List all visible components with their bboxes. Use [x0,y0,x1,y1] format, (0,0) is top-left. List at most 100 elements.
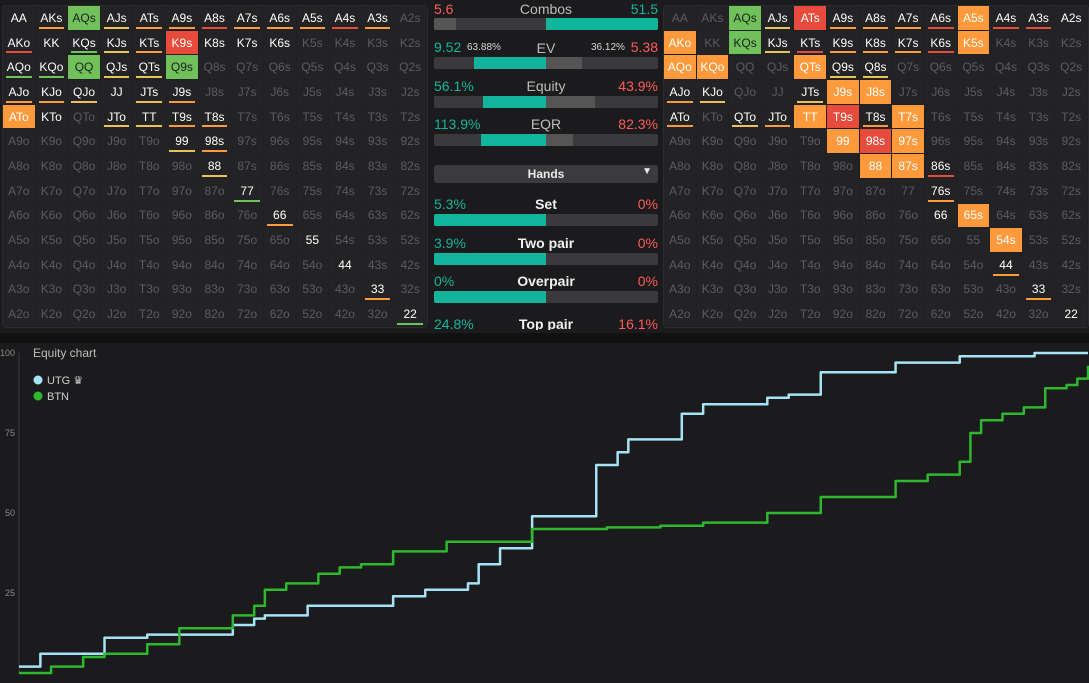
hand-cell[interactable]: 92o [827,302,860,327]
hand-cell[interactable]: 72o [231,302,264,327]
hand-cell[interactable]: 72o [892,302,925,327]
hand-cell[interactable]: J8s [198,80,232,105]
hand-cell[interactable]: A8o [664,154,697,179]
hand-cell[interactable]: Q3s [1022,55,1056,81]
hand-cell[interactable]: T2s [394,104,427,130]
hand-cell[interactable]: 74o [231,252,264,278]
hand-cell[interactable]: KJo [696,80,730,105]
hand-cell[interactable]: 98s [198,129,232,155]
hand-cell[interactable]: 53o [957,277,991,303]
hand-cell[interactable]: 82s [1055,154,1088,179]
hand-cell[interactable]: AKs [696,6,730,31]
hand-cell[interactable]: Q8s [859,55,893,81]
hand-cell[interactable]: Q3o [729,277,762,303]
hand-cell[interactable]: 72s [394,178,427,204]
hand-cell[interactable]: T5o [133,228,167,253]
hand-cell[interactable]: 73o [892,277,925,303]
hand-cell[interactable]: 53o [296,277,330,303]
hand-cell[interactable]: KK [696,30,730,56]
hand-cell[interactable]: 64o [263,252,297,278]
hand-cell[interactable]: 73o [231,277,264,303]
hand-cell[interactable]: TT [794,104,828,130]
hand-cell[interactable]: ATs [794,6,828,31]
hand-cell[interactable]: 44 [990,252,1023,278]
hand-cell[interactable]: QJo [729,80,762,105]
hand-cell[interactable]: JTs [133,80,167,105]
hand-cell[interactable]: 63o [263,277,297,303]
hand-cell[interactable]: A8s [859,6,893,31]
hand-cell[interactable]: Q5o [68,228,101,253]
hand-cell[interactable]: T3o [794,277,828,303]
hand-cell[interactable]: A4o [3,252,36,278]
hand-cell[interactable]: 98o [827,154,860,179]
hand-cell[interactable]: AJs [100,6,134,31]
hand-cell[interactable]: 99 [827,129,860,155]
hand-cell[interactable]: 44 [329,252,362,278]
hand-cell[interactable]: 76s [924,178,958,204]
hand-cell[interactable]: A3s [361,6,395,31]
hand-cell[interactable]: K7o [35,178,69,204]
hand-cell[interactable]: 42s [1055,252,1088,278]
hand-cell[interactable]: 22 [394,302,427,327]
hand-cell[interactable]: J5o [100,228,134,253]
hand-cell[interactable]: 43s [361,252,395,278]
hand-cell[interactable]: K2s [394,30,427,56]
hand-cell[interactable]: J2s [1055,80,1088,105]
hand-cell[interactable]: K4o [696,252,730,278]
hand-cell[interactable]: 52s [394,228,427,253]
hand-cell[interactable]: 32s [1055,277,1088,303]
hand-cell[interactable]: 53s [1022,228,1056,253]
hand-cell[interactable]: Q2s [1055,55,1088,81]
hand-cell[interactable]: 97s [231,129,264,155]
hand-cell[interactable]: Q5s [957,55,991,81]
hand-cell[interactable]: Q4o [729,252,762,278]
hand-cell[interactable]: KK [35,30,69,56]
hand-cell[interactable]: J9o [100,129,134,155]
hand-cell[interactable]: A7s [231,6,264,31]
hand-cell[interactable]: KQs [68,30,101,56]
hand-cell[interactable]: 92s [394,129,427,155]
hand-cell[interactable]: A4s [990,6,1023,31]
hand-cell[interactable]: 76o [231,203,264,229]
hand-cell[interactable]: Q7o [68,178,101,204]
hand-cell[interactable]: 54s [329,228,362,253]
hand-cell[interactable]: AQo [664,55,697,81]
hand-cell[interactable]: 92s [1055,129,1088,155]
hand-cell[interactable]: Q7o [729,178,762,204]
hand-cell[interactable]: 32o [361,302,395,327]
hand-cell[interactable]: 74o [892,252,925,278]
hand-cell[interactable]: 52o [296,302,330,327]
hand-cell[interactable]: J5s [296,80,330,105]
hand-cell[interactable]: T9o [794,129,828,155]
hand-cell[interactable]: A2s [394,6,427,31]
hand-cell[interactable]: A3s [1022,6,1056,31]
hand-cell[interactable]: A6o [3,203,36,229]
hand-cell[interactable]: K5s [296,30,330,56]
hand-cell[interactable]: 85s [957,154,991,179]
hand-cell[interactable]: 53s [361,228,395,253]
hand-cell[interactable]: A5s [296,6,330,31]
hand-cell[interactable]: ATo [3,104,36,130]
hand-cell[interactable]: 94o [166,252,199,278]
hand-cell[interactable]: T4o [794,252,828,278]
hand-cell[interactable]: 86s [263,154,297,179]
hand-cell[interactable]: 75s [296,178,330,204]
hand-cell[interactable]: 98s [859,129,893,155]
hand-cell[interactable]: 99 [166,129,199,155]
hand-cell[interactable]: T4s [990,104,1023,130]
hand-cell[interactable]: A4o [664,252,697,278]
hand-cell[interactable]: 62s [394,203,427,229]
hand-cell[interactable]: J4s [329,80,362,105]
hand-cell[interactable]: AKo [664,30,697,56]
hand-cell[interactable]: 43o [990,277,1023,303]
hand-cell[interactable]: K9s [166,30,199,56]
hand-cell[interactable]: T8o [133,154,167,179]
hand-cell[interactable]: 93o [166,277,199,303]
hand-cell[interactable]: 97s [892,129,925,155]
hand-cell[interactable]: J6o [100,203,134,229]
hand-cell[interactable]: 65o [924,228,958,253]
hand-cell[interactable]: 87s [892,154,925,179]
hand-cell[interactable]: 84o [198,252,232,278]
hand-cell[interactable]: T7o [133,178,167,204]
hand-cell[interactable]: J4s [990,80,1023,105]
